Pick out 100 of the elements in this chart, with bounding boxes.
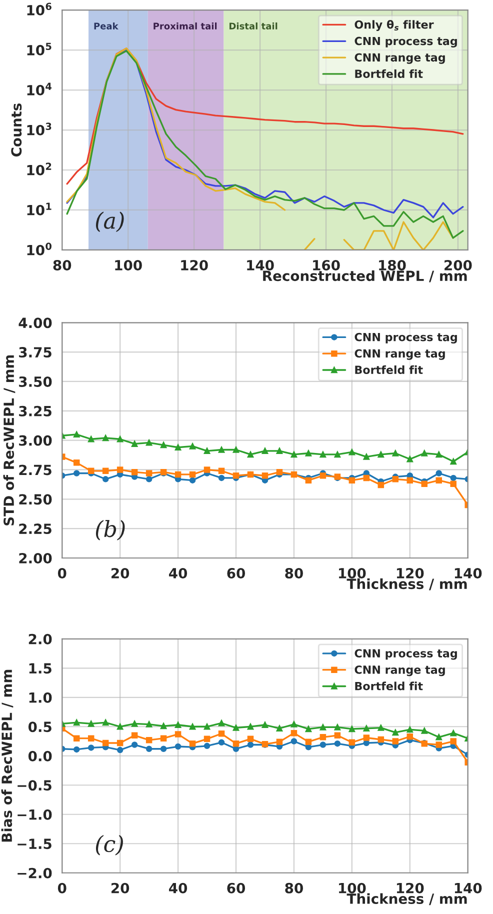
point xyxy=(436,470,442,476)
point xyxy=(146,721,152,728)
x-tick-label: 140 xyxy=(454,882,482,894)
point xyxy=(276,448,283,454)
point xyxy=(290,738,298,744)
x-tick-label: 100 xyxy=(115,260,142,270)
y-tick-label: 10$^{5}$ xyxy=(27,42,52,56)
point xyxy=(174,444,182,451)
point xyxy=(218,468,225,474)
point xyxy=(116,724,124,730)
point xyxy=(363,740,370,746)
point xyxy=(218,730,225,737)
y-tick-label: −1.0 xyxy=(18,809,52,820)
point xyxy=(305,477,312,484)
x-tick-label: 80 xyxy=(53,260,72,270)
legend-label: CNN process tag xyxy=(354,649,457,660)
point xyxy=(73,746,80,753)
point xyxy=(102,434,109,442)
y-tick-label: 0.5 xyxy=(28,722,52,732)
point xyxy=(232,446,240,453)
point xyxy=(392,729,399,736)
point xyxy=(378,482,384,488)
point xyxy=(116,436,124,442)
point xyxy=(102,740,109,746)
point xyxy=(116,466,124,473)
x-axis-title: Thickness / mm xyxy=(346,893,467,906)
y-tick-label: 10$^{1}$ xyxy=(27,202,52,216)
y-tick-label: 1.0 xyxy=(29,692,52,703)
point xyxy=(146,476,152,482)
point xyxy=(334,732,341,739)
point xyxy=(189,740,196,747)
x-tick-label: 80 xyxy=(285,882,303,894)
point xyxy=(131,732,138,739)
point xyxy=(363,474,370,482)
legend-label: CNN process tag xyxy=(354,36,457,48)
point xyxy=(116,746,124,754)
point xyxy=(88,744,94,751)
legend-label: CNN process tag xyxy=(354,332,457,344)
point xyxy=(450,730,456,736)
y-tick-label: 1.5 xyxy=(29,663,52,674)
point xyxy=(348,477,356,484)
point xyxy=(146,470,152,476)
point xyxy=(218,739,225,746)
point xyxy=(73,719,80,726)
point xyxy=(406,733,414,740)
legend-label: Bortfeld fit xyxy=(355,69,423,78)
point xyxy=(421,450,428,456)
point xyxy=(262,448,268,454)
point xyxy=(232,472,240,479)
x-tick-label: 80 xyxy=(285,568,303,578)
x-tick-label: 20 xyxy=(112,882,130,894)
point xyxy=(189,477,196,484)
point xyxy=(116,740,124,746)
point xyxy=(348,448,356,456)
point xyxy=(232,740,240,747)
point xyxy=(378,451,384,458)
point xyxy=(406,726,414,733)
legend-label: CNN range tag xyxy=(354,665,445,676)
y-tick-label: 3.75 xyxy=(19,347,52,358)
point xyxy=(160,442,167,448)
point xyxy=(146,440,152,446)
point xyxy=(334,724,341,730)
point xyxy=(406,456,414,462)
point xyxy=(421,480,428,487)
band-label: Proximal tail xyxy=(154,22,217,30)
x-tick-label: 0 xyxy=(58,568,66,578)
point xyxy=(102,719,109,726)
point xyxy=(320,742,326,748)
y-tick-label: −1.5 xyxy=(18,838,52,850)
point xyxy=(450,480,456,487)
point xyxy=(436,477,442,484)
point xyxy=(204,736,210,742)
band-label: Distal tail xyxy=(230,22,278,30)
x-tick-label: 180 xyxy=(379,260,406,270)
x-axis-title: Thickness / mm xyxy=(346,578,467,590)
point xyxy=(88,720,94,727)
point xyxy=(290,721,298,728)
y-tick-label: 3.25 xyxy=(19,406,52,416)
legend-label: Bortfeld fit xyxy=(355,365,423,374)
point xyxy=(305,450,312,456)
point xyxy=(450,738,456,744)
point xyxy=(334,740,341,747)
point xyxy=(348,726,356,732)
point xyxy=(102,476,109,482)
point xyxy=(276,725,283,732)
point xyxy=(174,471,182,478)
point xyxy=(262,472,268,479)
point xyxy=(421,728,428,734)
point xyxy=(102,468,109,474)
y-tick-label: 2.25 xyxy=(19,524,52,534)
point xyxy=(146,736,152,744)
x-tick-label: 60 xyxy=(227,882,246,894)
point xyxy=(450,458,456,465)
x-tick-label: 120 xyxy=(396,568,424,578)
point xyxy=(73,470,80,476)
point xyxy=(392,450,399,456)
point xyxy=(160,746,167,752)
point xyxy=(378,736,384,743)
y-tick-label: −0.5 xyxy=(18,780,52,791)
point xyxy=(189,471,196,478)
